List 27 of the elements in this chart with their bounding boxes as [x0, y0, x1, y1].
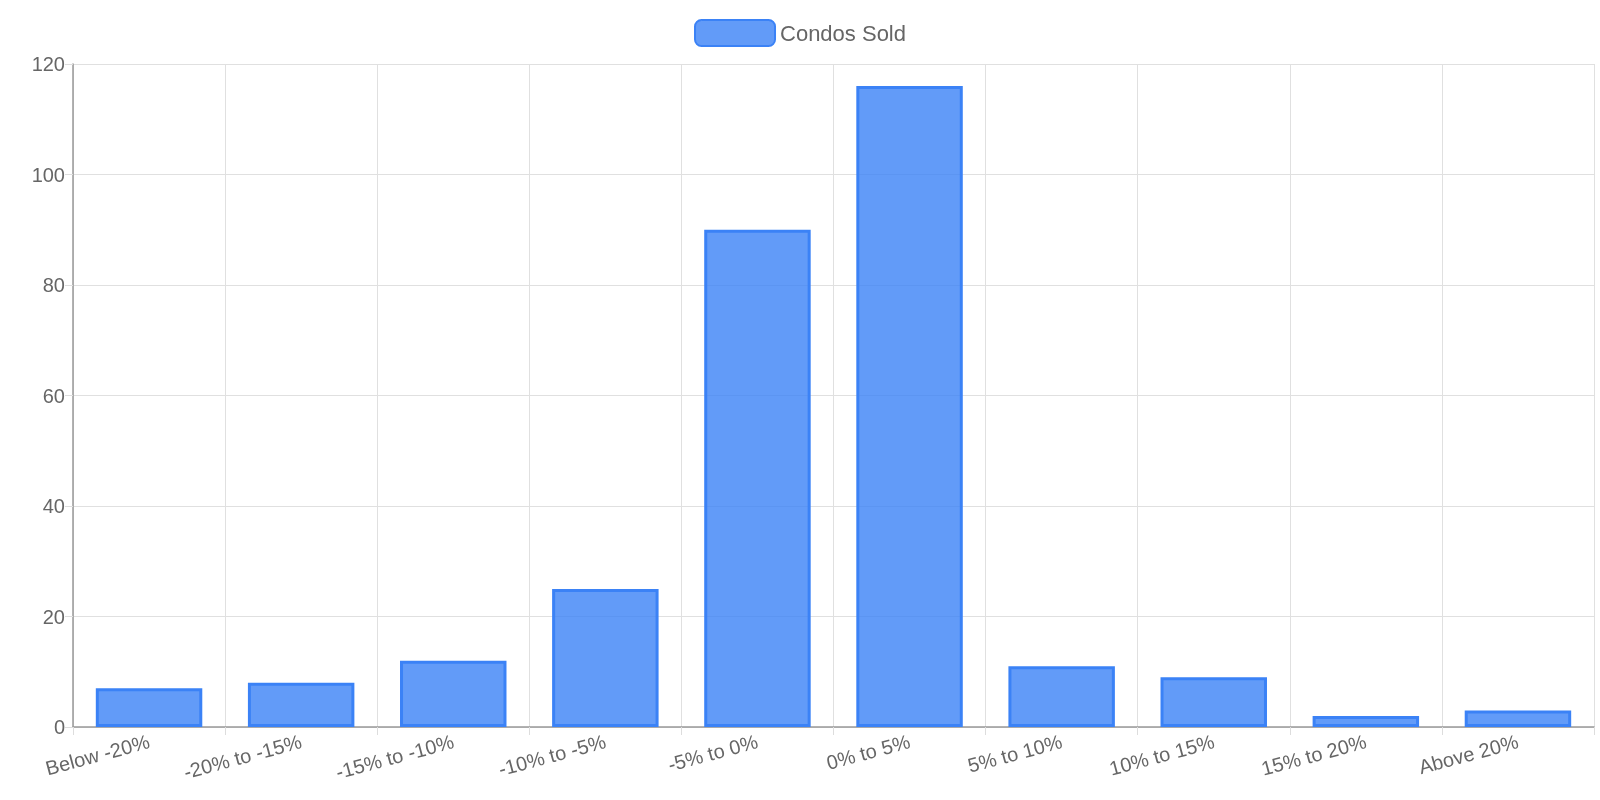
x-tick-label: -5% to 0%	[665, 730, 761, 776]
bar	[247, 682, 355, 727]
bar	[1160, 677, 1267, 727]
x-tick-label: Above 20%	[1416, 730, 1522, 779]
y-tick-label: 80	[42, 274, 65, 296]
bar	[95, 688, 203, 727]
x-tick-label: 10% to 15%	[1106, 730, 1217, 780]
bar	[552, 588, 659, 727]
x-tick-label: 5% to 10%	[965, 730, 1065, 777]
bar	[1008, 666, 1115, 727]
x-tick-label: -15% to -10%	[333, 730, 457, 783]
bar	[1464, 710, 1572, 727]
bar	[704, 229, 811, 727]
y-tick-label: 20	[42, 605, 65, 628]
bar	[1312, 715, 1420, 727]
x-tick-label: 15% to 20%	[1258, 730, 1369, 780]
x-tick-label: -20% to -15%	[181, 730, 305, 783]
y-tick-label: 100	[31, 163, 65, 186]
y-tick-label: 0	[53, 716, 65, 738]
x-tick-label: 0% to 5%	[824, 730, 913, 774]
bar	[400, 660, 507, 727]
y-tick-label: 40	[42, 495, 65, 517]
y-tick-label: 60	[42, 384, 65, 407]
y-tick-label: 120	[31, 53, 65, 75]
x-tick-label: -10% to -5%	[496, 730, 609, 781]
bar	[856, 86, 963, 727]
legend-label: Condos Sold	[780, 20, 906, 46]
